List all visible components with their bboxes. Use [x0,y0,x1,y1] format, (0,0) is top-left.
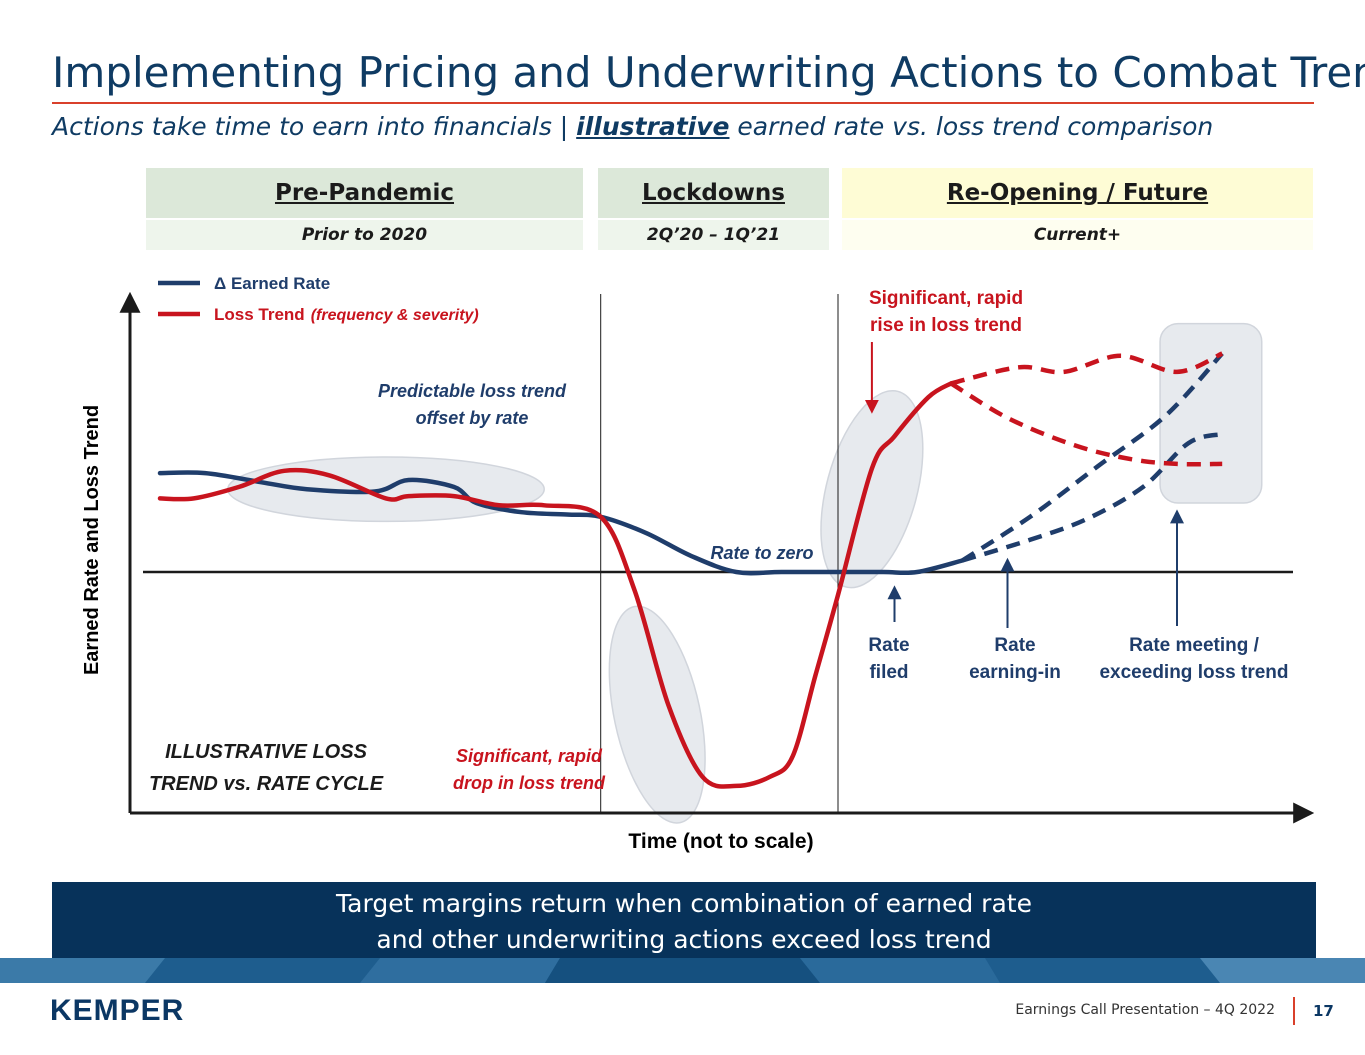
annotation-rate-earning: earning-in [969,662,1061,683]
annotation-rise: rise in loss trend [870,315,1022,336]
annotation-rise: Significant, rapid [869,288,1023,309]
drop-oval [608,605,706,824]
conclusion-banner: Target margins return when combination o… [52,882,1316,958]
annotation-predictable: offset by rate [416,408,529,428]
legend-label-loss-trend: Loss Trend (frequency & severity) [214,305,479,324]
banner-line-2: and other underwriting actions exceed lo… [376,925,992,954]
phase-lockdowns: Lockdowns 2Q’20 – 1Q’21 [598,168,829,250]
banner-line-1: Target margins return when combination o… [336,889,1032,918]
earned-rate-line-projection-1 [961,351,1224,563]
kemper-logo: KEMPER [50,994,185,1027]
phase-pre-pandemic: Pre-Pandemic Prior to 2020 [146,168,583,250]
subtitle-lead: Actions take time to earn into financial… [52,112,577,141]
loss-trend-line-projection-5 [949,381,1223,467]
phase-period: 2Q’20 – 1Q’21 [598,220,829,250]
annotation-rate-zero: Rate to zero [710,543,813,563]
legend-label-earned-rate: Δ Earned Rate [214,274,330,293]
annotation-rate-meeting: Rate meeting / [1129,635,1260,656]
loss-trend-line-projection-4 [950,351,1224,386]
phase-period: Current+ [842,220,1313,250]
rise-oval [820,390,924,589]
loss-trend-line-actual [157,381,954,789]
phase-label: Lockdowns [598,168,829,218]
y-axis-label: Earned Rate and Loss Trend [81,405,103,675]
footer-color-band [0,958,1365,983]
footer-divider [1293,997,1295,1025]
title-underline [52,102,1314,104]
phase-reopening: Re-Opening / Future Current+ [842,168,1313,250]
subtitle-tail: earned rate vs. loss trend comparison [729,112,1214,141]
annotation-predictable: Predictable loss trend [378,381,567,401]
phase-period: Prior to 2020 [146,220,583,250]
legend-label-suffix: (frequency & severity) [311,307,479,324]
annotation-rate-filed: filed [869,662,908,683]
annotation-rate-earning: Rate [994,635,1035,656]
annotation-rate-filed: Rate [868,635,909,656]
earned-rate-line-actual [157,470,965,576]
annotation-rate-meeting: exceeding loss trend [1099,662,1288,683]
loss-trend-rate-chart: Time (not to scale) Earned Rate and Loss … [81,274,1315,853]
annotation-drop: drop in loss trend [453,773,606,793]
subtitle-emphasis: illustrative [576,112,730,141]
annotation-drop: Significant, rapid [456,746,603,766]
chart-title-line: ILLUSTRATIVE LOSS [165,741,368,763]
page-subtitle: Actions take time to earn into financial… [52,112,1213,141]
x-axis-label: Time (not to scale) [628,830,813,853]
phase-label: Pre-Pandemic [146,168,583,218]
page-number: 17 [1313,1002,1334,1020]
phase-label: Re-Opening / Future [842,168,1313,218]
chart-title-line: TREND vs. RATE CYCLE [149,773,384,795]
page-title: Implementing Pricing and Underwriting Ac… [52,48,1365,97]
earned-rate-line-projection-2 [961,431,1223,563]
meeting-box [1159,322,1263,504]
presentation-label: Earnings Call Presentation – 4Q 2022 [1015,1002,1275,1018]
